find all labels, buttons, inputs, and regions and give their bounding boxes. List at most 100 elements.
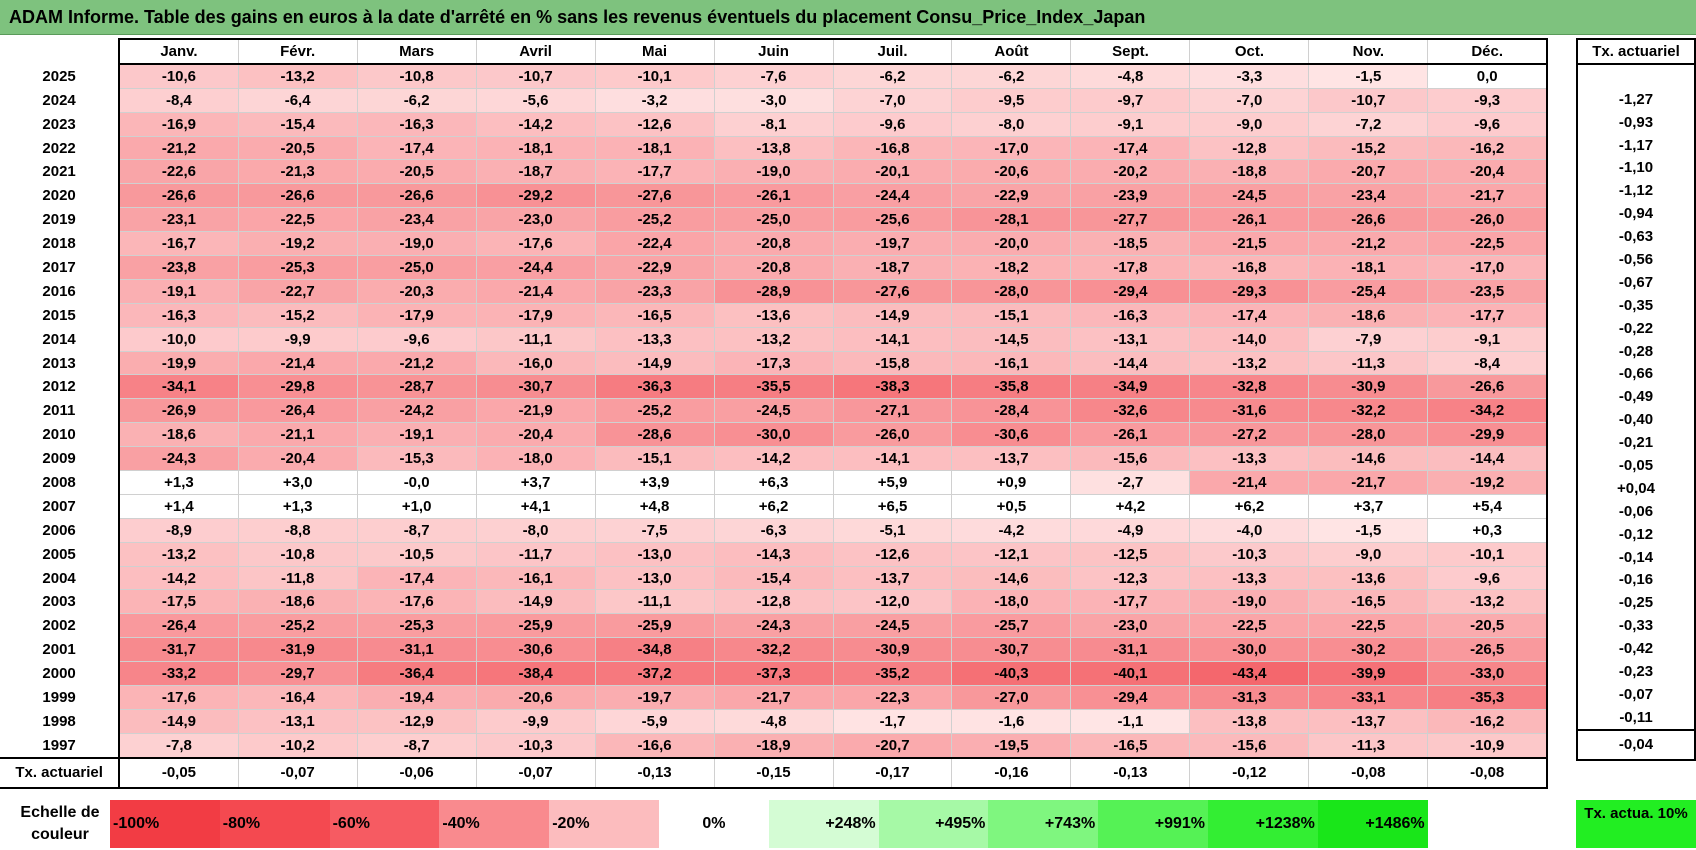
gain-cell: +1,4 bbox=[118, 493, 239, 519]
year-row: 1997 -7,8 -10,2 -8,7 -10,3 -16,6 -18,9 -20,7 -19… bbox=[0, 732, 1549, 759]
gain-cell: -16,1 bbox=[951, 350, 1072, 376]
gain-cell: -9,9 bbox=[237, 326, 358, 352]
gain-cell: -12,3 bbox=[1070, 565, 1191, 591]
gain-cell: -17,7 bbox=[1070, 589, 1191, 615]
gain-cell: -20,4 bbox=[1427, 159, 1549, 185]
gain-cell: -29,3 bbox=[1189, 278, 1310, 304]
gain-cell: -24,2 bbox=[356, 398, 477, 424]
gain-cell: -18,9 bbox=[713, 732, 834, 759]
actuarial-month-cell: -0,07 bbox=[237, 756, 358, 789]
rate-row: -0,56 bbox=[1576, 248, 1696, 271]
month-header: Sept. bbox=[1070, 38, 1191, 65]
gain-cell: -28,6 bbox=[594, 422, 715, 448]
actuarial-total-cell: -0,04 bbox=[1576, 728, 1696, 761]
gain-cell: -24,5 bbox=[1189, 183, 1310, 209]
actuarial-month-cell: -0,06 bbox=[356, 756, 477, 789]
gain-cell: -40,1 bbox=[1070, 661, 1191, 687]
gain-cell: -25,6 bbox=[832, 207, 953, 233]
actuarial-rate-cell: -0,94 bbox=[1576, 202, 1696, 226]
year-row: 2018 -16,7 -19,2 -19,0 -17,6 -22,4 -20,8 -19,7-… bbox=[0, 231, 1549, 257]
year-label: 2004 bbox=[42, 569, 76, 587]
gain-cell: -30,6 bbox=[475, 637, 596, 663]
year-label: 1999 bbox=[42, 688, 76, 706]
month-header: Mars bbox=[356, 38, 477, 65]
gain-cell: -17,7 bbox=[594, 159, 715, 185]
color-scale-swatch: +248% bbox=[768, 800, 879, 848]
gain-cell: -23,8 bbox=[118, 255, 239, 280]
gain-cell: -23,9 bbox=[1070, 183, 1191, 209]
year-row: 2010 -18,6 -21,1 -19,1 -20,4 -28,6 -30,0 -26,0-… bbox=[0, 422, 1549, 448]
gain-cell: -28,7 bbox=[356, 374, 477, 400]
year-label: 2025 bbox=[42, 67, 76, 85]
actuarial-rate-cell: -1,10 bbox=[1576, 156, 1696, 180]
gain-cell: -27,6 bbox=[594, 183, 715, 209]
gain-cell: -23,5 bbox=[1427, 278, 1549, 304]
gain-cell: -22,3 bbox=[832, 685, 953, 710]
gains-table: Janv. Févr. Mars Avril Mai Juin Juil. Août Sept.… bbox=[0, 38, 1549, 789]
color-scale-swatch: +495% bbox=[878, 800, 989, 848]
gain-cell: -17,9 bbox=[475, 302, 596, 328]
actuarial-rate-cell: -0,22 bbox=[1576, 316, 1696, 340]
gain-cell: -26,9 bbox=[118, 398, 239, 424]
gain-cell: -6,2 bbox=[832, 63, 953, 89]
month-header: Janv. bbox=[118, 38, 239, 65]
gain-cell: -34,9 bbox=[1070, 374, 1191, 400]
gain-cell: -23,0 bbox=[475, 207, 596, 233]
actuarial-row: Tx. actuariel -0,05 -0,07 -0,06 -0,07 -0,13 -0… bbox=[0, 756, 1549, 789]
gain-cell: -7,2 bbox=[1308, 111, 1429, 137]
actuarial-total-row: -0,04 bbox=[1576, 728, 1696, 761]
gain-cell: -13,0 bbox=[594, 565, 715, 591]
gain-cell: -11,1 bbox=[475, 326, 596, 352]
gain-cell: -13,8 bbox=[1189, 708, 1310, 734]
gain-cell: -14,9 bbox=[475, 589, 596, 615]
gain-cell: +6,2 bbox=[713, 493, 834, 519]
year-label: 2009 bbox=[42, 450, 76, 468]
year-label: 2023 bbox=[42, 115, 76, 133]
gain-cell: -20,5 bbox=[237, 135, 358, 161]
actuarial-rate-cell: -0,14 bbox=[1576, 545, 1696, 569]
gain-cell: -1,6 bbox=[951, 708, 1072, 734]
gain-cell: -15,1 bbox=[951, 302, 1072, 328]
gain-cell: -21,4 bbox=[1189, 470, 1310, 495]
gain-cell: -8,7 bbox=[356, 732, 477, 759]
gain-cell: +0,3 bbox=[1427, 517, 1549, 543]
gain-cell: -24,4 bbox=[475, 255, 596, 280]
gain-cell: -33,0 bbox=[1427, 661, 1549, 687]
gain-cell: -16,3 bbox=[1070, 302, 1191, 328]
gain-cell: -10,3 bbox=[475, 732, 596, 759]
gain-cell: -12,9 bbox=[356, 708, 477, 734]
gain-cell: -31,1 bbox=[356, 637, 477, 663]
actuarial-month-cell: -0,13 bbox=[1070, 756, 1191, 789]
year-row: 2006 -8,9 -8,8 -8,7 -8,0 -7,5 -6,3 -5,1 -4,2 -4,9… bbox=[0, 517, 1549, 543]
gain-cell: -19,2 bbox=[237, 231, 358, 257]
gain-cell: -13,7 bbox=[832, 565, 953, 591]
year-row: 2002 -26,4 -25,2 -25,3 -25,9 -25,9 -24,3 -24,5-… bbox=[0, 613, 1549, 639]
gain-cell: -10,7 bbox=[475, 63, 596, 89]
gain-cell: -8,9 bbox=[118, 517, 239, 543]
gain-cell: -10,7 bbox=[1308, 87, 1429, 113]
gain-cell: -25,7 bbox=[951, 613, 1072, 639]
gain-cell: -17,4 bbox=[356, 565, 477, 591]
gain-cell: -14,2 bbox=[475, 111, 596, 137]
gain-cell: -23,4 bbox=[356, 207, 477, 233]
gain-cell: -17,4 bbox=[356, 135, 477, 161]
year-label: 2011 bbox=[42, 402, 76, 420]
gain-cell: -13,2 bbox=[237, 63, 358, 89]
gain-cell: -30,6 bbox=[951, 422, 1072, 448]
year-row: 2017 -23,8 -25,3 -25,0 -24,4 -22,9 -20,8 -18,7-… bbox=[0, 255, 1549, 280]
gain-cell: -21,2 bbox=[356, 350, 477, 376]
gain-cell: -15,8 bbox=[832, 350, 953, 376]
actuarial-month-cell: -0,13 bbox=[594, 756, 715, 789]
gain-cell: -21,3 bbox=[237, 159, 358, 185]
gain-cell: -10,6 bbox=[118, 63, 239, 89]
gain-cell: -32,2 bbox=[1308, 398, 1429, 424]
gain-cell: -26,6 bbox=[237, 183, 358, 209]
gain-cell: -16,1 bbox=[475, 565, 596, 591]
gain-cell: -18,0 bbox=[475, 446, 596, 472]
gain-cell: -12,8 bbox=[1189, 135, 1310, 161]
gain-cell: -13,2 bbox=[1189, 350, 1310, 376]
actuarial-rate-cell: -0,40 bbox=[1576, 408, 1696, 432]
gain-cell: -14,1 bbox=[832, 326, 953, 352]
year-label: 2020 bbox=[42, 187, 76, 205]
gain-cell: -15,6 bbox=[1070, 446, 1191, 472]
